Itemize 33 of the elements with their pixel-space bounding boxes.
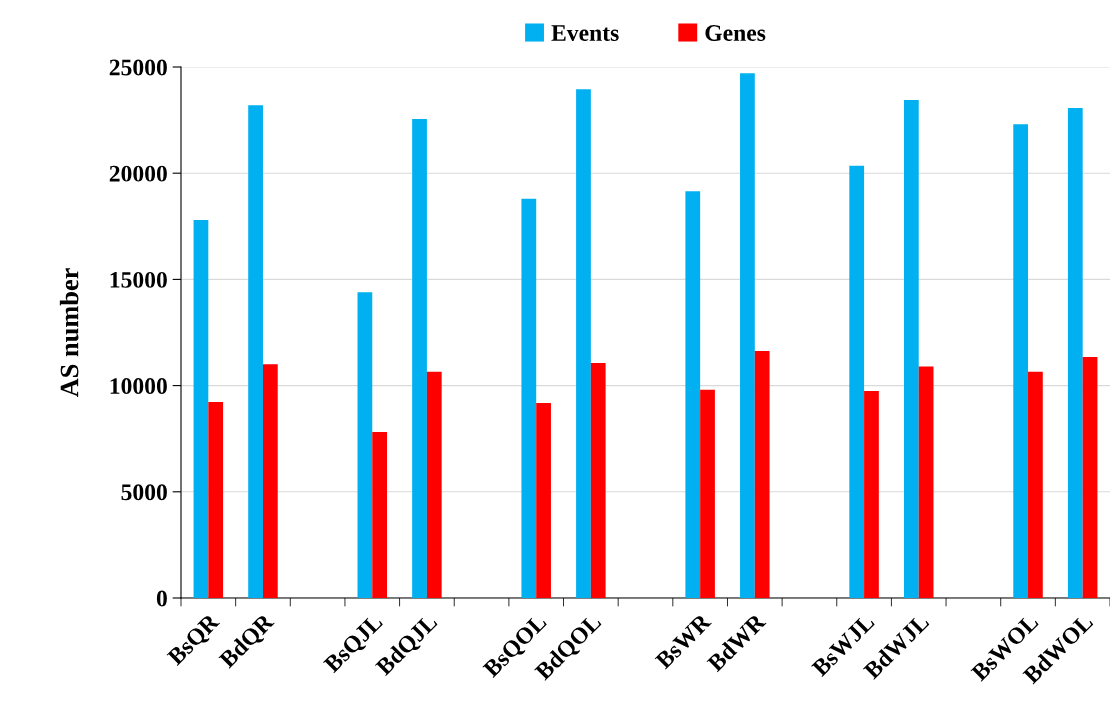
bar	[372, 431, 388, 598]
y-tick-label: 20000	[109, 165, 167, 182]
y-tick-label: 10000	[110, 378, 167, 395]
bar	[754, 350, 770, 598]
bar	[357, 292, 373, 598]
bar	[426, 371, 442, 598]
bar	[700, 389, 715, 598]
bar	[1028, 371, 1043, 598]
y-tick-label: 5000	[121, 484, 167, 501]
y-axis-title: AS number	[59, 268, 79, 398]
legend-label: Genes	[705, 25, 766, 41]
bar	[536, 403, 551, 598]
y-tick-label: 15000	[110, 271, 167, 288]
bar	[193, 219, 209, 598]
bar	[918, 366, 934, 598]
bar	[1082, 356, 1098, 598]
bar	[262, 364, 278, 598]
bar	[864, 390, 879, 598]
bar	[1067, 107, 1083, 598]
y-tick-label: 25000	[109, 59, 167, 76]
bar	[1013, 124, 1029, 598]
bar	[740, 73, 755, 598]
bar	[685, 191, 701, 598]
bar	[521, 198, 537, 598]
y-tick-label: 0	[156, 590, 167, 607]
bar	[248, 105, 263, 598]
bar	[576, 89, 591, 598]
bar	[903, 99, 919, 598]
bar	[412, 119, 427, 598]
legend-label: Events	[551, 25, 619, 41]
bar	[849, 165, 865, 598]
bar	[590, 363, 606, 598]
bar	[208, 401, 224, 598]
